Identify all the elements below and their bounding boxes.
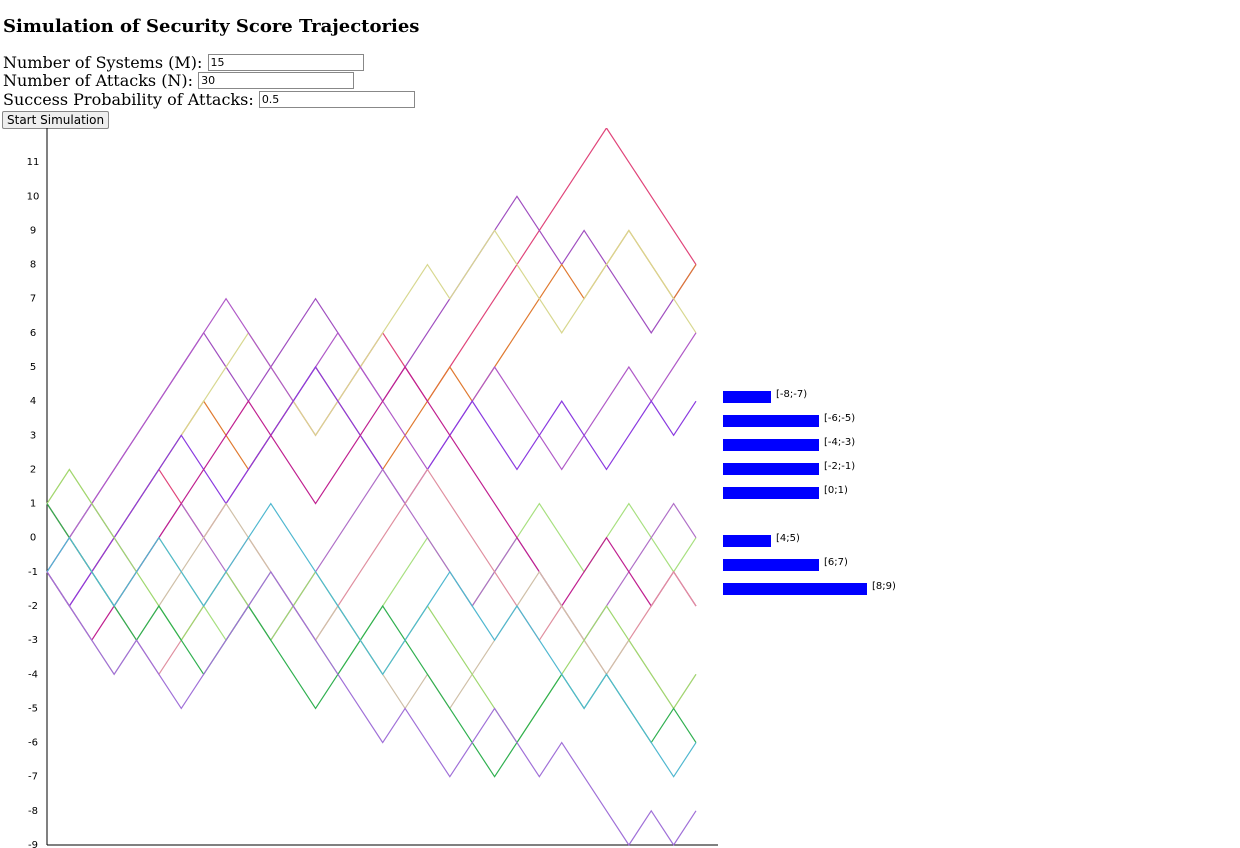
trajectory (46, 570, 697, 847)
histogram-bar (723, 415, 819, 427)
bin-label: [8;9) (872, 581, 896, 592)
bin-label: [0;1) (824, 485, 848, 496)
histogram-bar (723, 463, 819, 475)
systems-input[interactable] (207, 54, 364, 71)
y-tick-label: 1 (30, 499, 36, 510)
y-tick-label: 9 (30, 225, 36, 236)
trajectory (46, 468, 697, 744)
bin-label: [-8;-7) (776, 389, 807, 400)
field-row: Number of Systems (M): (3, 53, 364, 72)
y-tick-label: 3 (30, 430, 36, 441)
y-tick-label: 7 (30, 294, 36, 305)
trajectory (46, 502, 697, 778)
y-tick-label: -9 (28, 840, 38, 848)
y-tick-label: -1 (28, 567, 38, 578)
histogram-bar (723, 487, 819, 499)
field-row: Success Probability of Attacks: (3, 90, 415, 109)
histogram-bar (723, 535, 771, 547)
trajectory (46, 297, 697, 573)
y-tick-label: 2 (30, 464, 36, 475)
y-tick-label: 8 (30, 260, 36, 271)
y-tick-label: 4 (30, 396, 36, 407)
y-tick-label: -8 (28, 806, 38, 817)
chart: -9 -8 -7 -6 -5 -4 -3 -2 -1 0 1 2 3 4 5 6 7 8 9 10 11 [-8;-7) [… (27, 128, 896, 848)
trajectory (46, 365, 697, 642)
bin-label: [-4;-3) (824, 437, 855, 448)
trajectory (46, 502, 697, 676)
trajectory (46, 503, 697, 778)
trajectory (46, 128, 697, 608)
field-label: Number of Attacks (N): (3, 71, 194, 90)
y-tick-label: 10 (27, 191, 40, 202)
bin-label: [-2;-1) (824, 461, 855, 472)
attacks-input[interactable] (198, 72, 355, 89)
y-tick-label: -7 (28, 772, 38, 783)
y-tick-label: -2 (28, 601, 38, 612)
histogram-bar (723, 559, 819, 571)
y-tick-label: -5 (28, 703, 38, 714)
bin-label: [4;5) (776, 533, 800, 544)
field-label: Success Probability of Attacks: (3, 90, 254, 109)
y-tick-label: -6 (28, 738, 38, 749)
probability-input[interactable] (258, 91, 415, 108)
histogram-bar (723, 391, 771, 403)
histogram-bar (723, 439, 819, 451)
trajectory (46, 502, 697, 710)
y-tick-label: 0 (30, 533, 36, 544)
y-tick-label: 5 (30, 362, 36, 373)
trajectory (46, 229, 697, 573)
y-tick-label: 11 (27, 157, 40, 168)
y-tick-label: -4 (28, 669, 38, 680)
trajectory (46, 468, 697, 676)
histogram-bar (723, 583, 867, 595)
page-title: Simulation of Security Score Trajectorie… (3, 16, 420, 37)
y-tick-label: 6 (30, 328, 36, 339)
trajectory (46, 365, 697, 608)
bin-label: [-6;-5) (824, 413, 855, 424)
bin-label: [6;7) (824, 557, 848, 568)
field-row: Number of Attacks (N): (3, 71, 355, 90)
field-label: Number of Systems (M): (3, 53, 203, 72)
y-tick-label: -3 (28, 635, 38, 646)
start-button[interactable]: Start Simulation (2, 111, 110, 129)
